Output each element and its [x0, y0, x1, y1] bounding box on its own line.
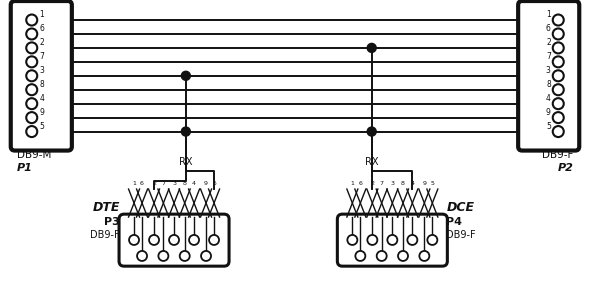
FancyBboxPatch shape: [337, 214, 447, 266]
Text: 6: 6: [358, 181, 362, 186]
Text: P1: P1: [17, 162, 32, 172]
Text: 4: 4: [411, 181, 414, 186]
Text: 6: 6: [140, 181, 144, 186]
Text: 9: 9: [546, 108, 550, 117]
Circle shape: [181, 127, 191, 136]
Circle shape: [26, 112, 37, 123]
Text: 7: 7: [162, 181, 165, 186]
Text: DB9-F: DB9-F: [542, 150, 573, 160]
Circle shape: [553, 112, 564, 123]
Text: DB9-F: DB9-F: [447, 230, 476, 240]
Circle shape: [26, 56, 37, 67]
Text: 3: 3: [546, 66, 550, 75]
Text: 4: 4: [546, 94, 550, 103]
Text: 7: 7: [40, 52, 44, 61]
Text: 1: 1: [350, 181, 354, 186]
Text: 2: 2: [152, 181, 156, 186]
Circle shape: [553, 70, 564, 81]
Text: 9: 9: [204, 181, 208, 186]
Circle shape: [367, 127, 376, 136]
Circle shape: [189, 235, 199, 245]
Text: 3: 3: [391, 181, 394, 186]
Circle shape: [553, 98, 564, 109]
Text: 2: 2: [546, 38, 550, 47]
Text: 5: 5: [40, 122, 44, 131]
Text: DB9-F: DB9-F: [90, 230, 120, 240]
Text: 5: 5: [212, 181, 216, 186]
Circle shape: [201, 251, 211, 261]
Circle shape: [129, 235, 139, 245]
Circle shape: [553, 15, 564, 25]
Circle shape: [553, 126, 564, 137]
Text: 7: 7: [546, 52, 550, 61]
Circle shape: [355, 251, 365, 261]
Text: 8: 8: [40, 80, 44, 89]
FancyBboxPatch shape: [11, 1, 72, 150]
Text: 6: 6: [40, 24, 44, 33]
Text: 9: 9: [40, 108, 44, 117]
Circle shape: [376, 251, 386, 261]
Circle shape: [553, 29, 564, 39]
Circle shape: [388, 235, 397, 245]
Circle shape: [419, 251, 430, 261]
Circle shape: [137, 251, 147, 261]
Text: 2: 2: [371, 181, 374, 186]
FancyBboxPatch shape: [518, 1, 579, 150]
Circle shape: [149, 235, 159, 245]
Text: 3: 3: [40, 66, 44, 75]
Circle shape: [553, 42, 564, 53]
Text: 8: 8: [183, 181, 186, 186]
Text: 8: 8: [401, 181, 405, 186]
Circle shape: [209, 235, 219, 245]
Circle shape: [427, 235, 437, 245]
Circle shape: [367, 43, 376, 52]
Text: 2: 2: [40, 38, 44, 47]
Text: DB9-M: DB9-M: [17, 150, 51, 160]
Text: 5: 5: [431, 181, 434, 186]
Text: P2: P2: [558, 162, 573, 172]
Text: DCE: DCE: [447, 201, 474, 214]
Text: 4: 4: [40, 94, 44, 103]
Text: 1: 1: [546, 10, 550, 19]
Text: 8: 8: [546, 80, 550, 89]
Text: 1: 1: [40, 10, 44, 19]
Circle shape: [158, 251, 168, 261]
Circle shape: [26, 15, 37, 25]
Circle shape: [26, 126, 37, 137]
Circle shape: [26, 98, 37, 109]
Circle shape: [169, 235, 179, 245]
Circle shape: [407, 235, 417, 245]
Text: 5: 5: [546, 122, 550, 131]
Text: P3: P3: [104, 217, 120, 227]
Circle shape: [26, 70, 37, 81]
Circle shape: [553, 56, 564, 67]
Text: 4: 4: [192, 181, 196, 186]
Text: 3: 3: [172, 181, 176, 186]
Circle shape: [398, 251, 408, 261]
Circle shape: [180, 251, 190, 261]
Text: 6: 6: [546, 24, 550, 33]
FancyBboxPatch shape: [119, 214, 229, 266]
Circle shape: [348, 235, 358, 245]
Circle shape: [181, 71, 191, 80]
Text: RX: RX: [179, 157, 192, 167]
Circle shape: [26, 29, 37, 39]
Text: 9: 9: [422, 181, 427, 186]
Text: RX: RX: [365, 157, 378, 167]
Text: 1: 1: [132, 181, 136, 186]
Circle shape: [368, 235, 378, 245]
Text: P4: P4: [447, 217, 463, 227]
Text: 7: 7: [380, 181, 384, 186]
Circle shape: [553, 84, 564, 95]
Circle shape: [26, 42, 37, 53]
Text: DTE: DTE: [93, 201, 120, 214]
Circle shape: [26, 84, 37, 95]
